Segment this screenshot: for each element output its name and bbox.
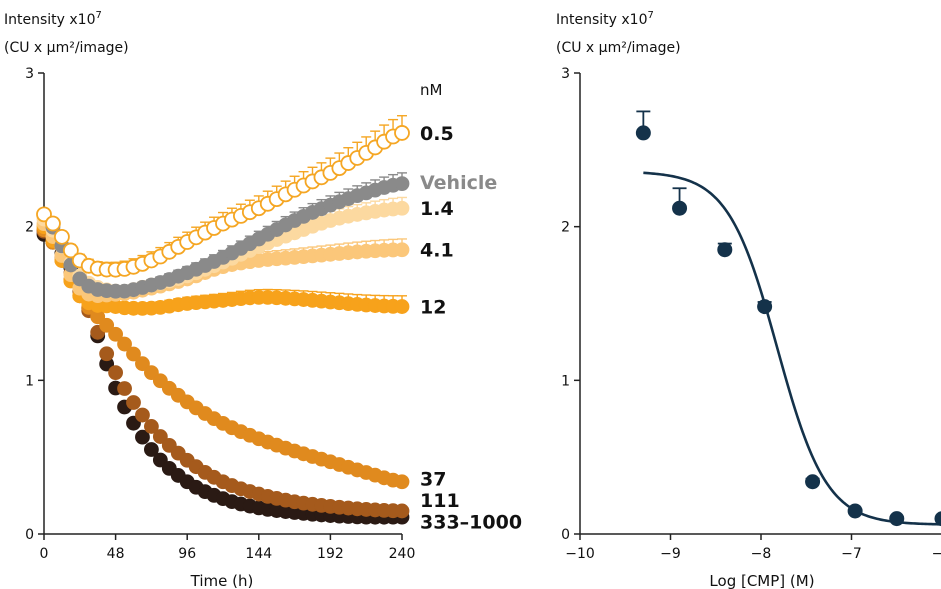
- data-point: [672, 200, 688, 216]
- right-x-tick-label: −7: [841, 546, 862, 562]
- data-point: [99, 317, 115, 333]
- series-37: [36, 222, 410, 490]
- data-point: [126, 395, 141, 410]
- right-y-tick-label: 1: [561, 373, 570, 389]
- right-ylabel-line2: (CU x µm²/image): [556, 40, 681, 56]
- data-point: [635, 125, 651, 141]
- series-label: 333–1000: [420, 512, 522, 534]
- data-point: [889, 511, 905, 527]
- series-label: 4.1: [420, 240, 454, 262]
- left-x-tick-label: 96: [178, 546, 196, 562]
- data-point: [757, 299, 773, 315]
- left-x-tick-label: 48: [107, 546, 125, 562]
- data-point: [152, 429, 168, 444]
- right-x-ticks: −10 −9 −8 −7 −6: [565, 534, 941, 562]
- series-0-5: [36, 115, 410, 278]
- right-panel: Intensity x107 (CU x µm²/image) 0 1 2 3 −10…: [556, 10, 941, 589]
- series-label: 111: [420, 490, 460, 512]
- left-y-tick-label: 1: [25, 373, 34, 389]
- data-point: [62, 242, 79, 259]
- left-x-tick-label: 192: [317, 546, 344, 562]
- data-point: [394, 474, 410, 490]
- right-y-tick-label: 3: [561, 66, 570, 82]
- right-y-tick-label: 2: [561, 220, 570, 236]
- data-point: [135, 429, 150, 445]
- left-y-tick-label: 2: [25, 220, 34, 236]
- data-point: [717, 242, 733, 258]
- data-point: [117, 336, 132, 352]
- left-x-ticks: 0 48 96 144 192 240: [40, 534, 416, 562]
- data-point: [394, 503, 410, 519]
- data-point: [394, 242, 410, 258]
- left-x-tick-label: 240: [389, 546, 416, 562]
- data-point: [805, 474, 821, 490]
- data-point: [394, 299, 410, 314]
- data-point: [394, 200, 410, 216]
- data-point: [934, 511, 941, 527]
- data-point: [45, 215, 61, 232]
- left-ylabel-line2: (CU x µm²/image): [4, 40, 129, 56]
- left-ylabel-line1: Intensity x107: [4, 10, 102, 28]
- right-x-tick-label: −10: [565, 546, 595, 562]
- left-x-tick-label: 0: [40, 546, 49, 562]
- fit-curve: [643, 171, 941, 526]
- series-label: 37: [420, 469, 446, 491]
- left-series-group: [36, 115, 410, 525]
- left-y-tick-label: 3: [25, 66, 34, 82]
- right-y-tick-label: 0: [561, 527, 570, 543]
- data-point: [108, 365, 123, 381]
- right-x-tick-label: −8: [751, 546, 772, 562]
- data-point: [126, 346, 141, 362]
- series-label: 0.5: [420, 123, 454, 145]
- left-y-ticks: 0 1 2 3: [25, 66, 44, 543]
- left-xlabel: Time (h): [190, 572, 254, 589]
- left-y-tick-label: 0: [25, 527, 34, 543]
- data-point: [143, 442, 159, 457]
- right-xlabel: Log [CMP] (M): [709, 572, 814, 589]
- data-point: [143, 419, 159, 434]
- data-point: [394, 125, 410, 141]
- data-point: [135, 356, 150, 372]
- right-x-tick-label: −9: [660, 546, 681, 562]
- right-y-ticks: 0 1 2 3: [561, 66, 580, 543]
- data-point: [108, 326, 123, 342]
- data-point: [117, 381, 132, 396]
- series-label: Vehicle: [420, 172, 497, 194]
- series-label: 1.4: [420, 198, 454, 220]
- data-point: [99, 346, 115, 362]
- data-point: [394, 176, 410, 192]
- data-point: [54, 228, 70, 245]
- data-point: [847, 503, 863, 519]
- legend-title: nM: [420, 81, 442, 99]
- right-x-tick-label: −6: [932, 546, 941, 562]
- left-x-tick-label: 144: [245, 546, 272, 562]
- right-ylabel-line1: Intensity x107: [556, 10, 654, 28]
- data-point: [135, 407, 150, 423]
- series-label: 12: [420, 297, 446, 319]
- right-dose-response: [635, 110, 941, 527]
